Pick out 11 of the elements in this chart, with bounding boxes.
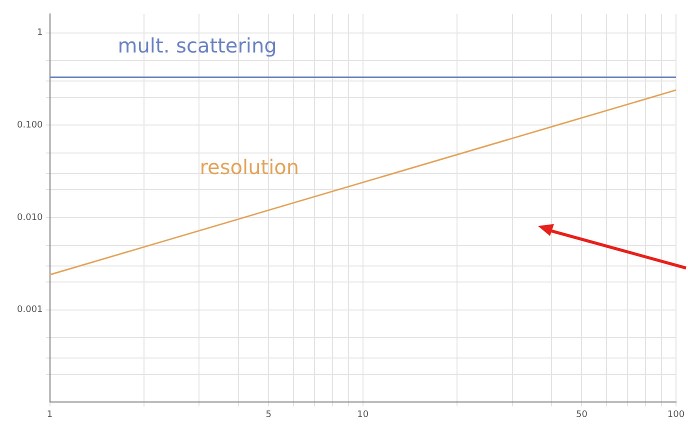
series-label: mult. scattering	[118, 34, 277, 58]
x-tick-label: 5	[266, 410, 272, 420]
y-tick-label: 1	[37, 28, 43, 38]
x-tick-label: 100	[667, 410, 685, 420]
x-tick-label: 50	[576, 410, 588, 420]
y-tick-label: 0.001	[17, 305, 43, 316]
y-tick-label: 0.010	[17, 212, 44, 223]
series-label: resolution	[200, 154, 300, 179]
x-tick-label: 10	[357, 410, 369, 420]
x-tick-label: 1	[46, 410, 53, 420]
y-tick-label: 0.100	[17, 120, 44, 131]
